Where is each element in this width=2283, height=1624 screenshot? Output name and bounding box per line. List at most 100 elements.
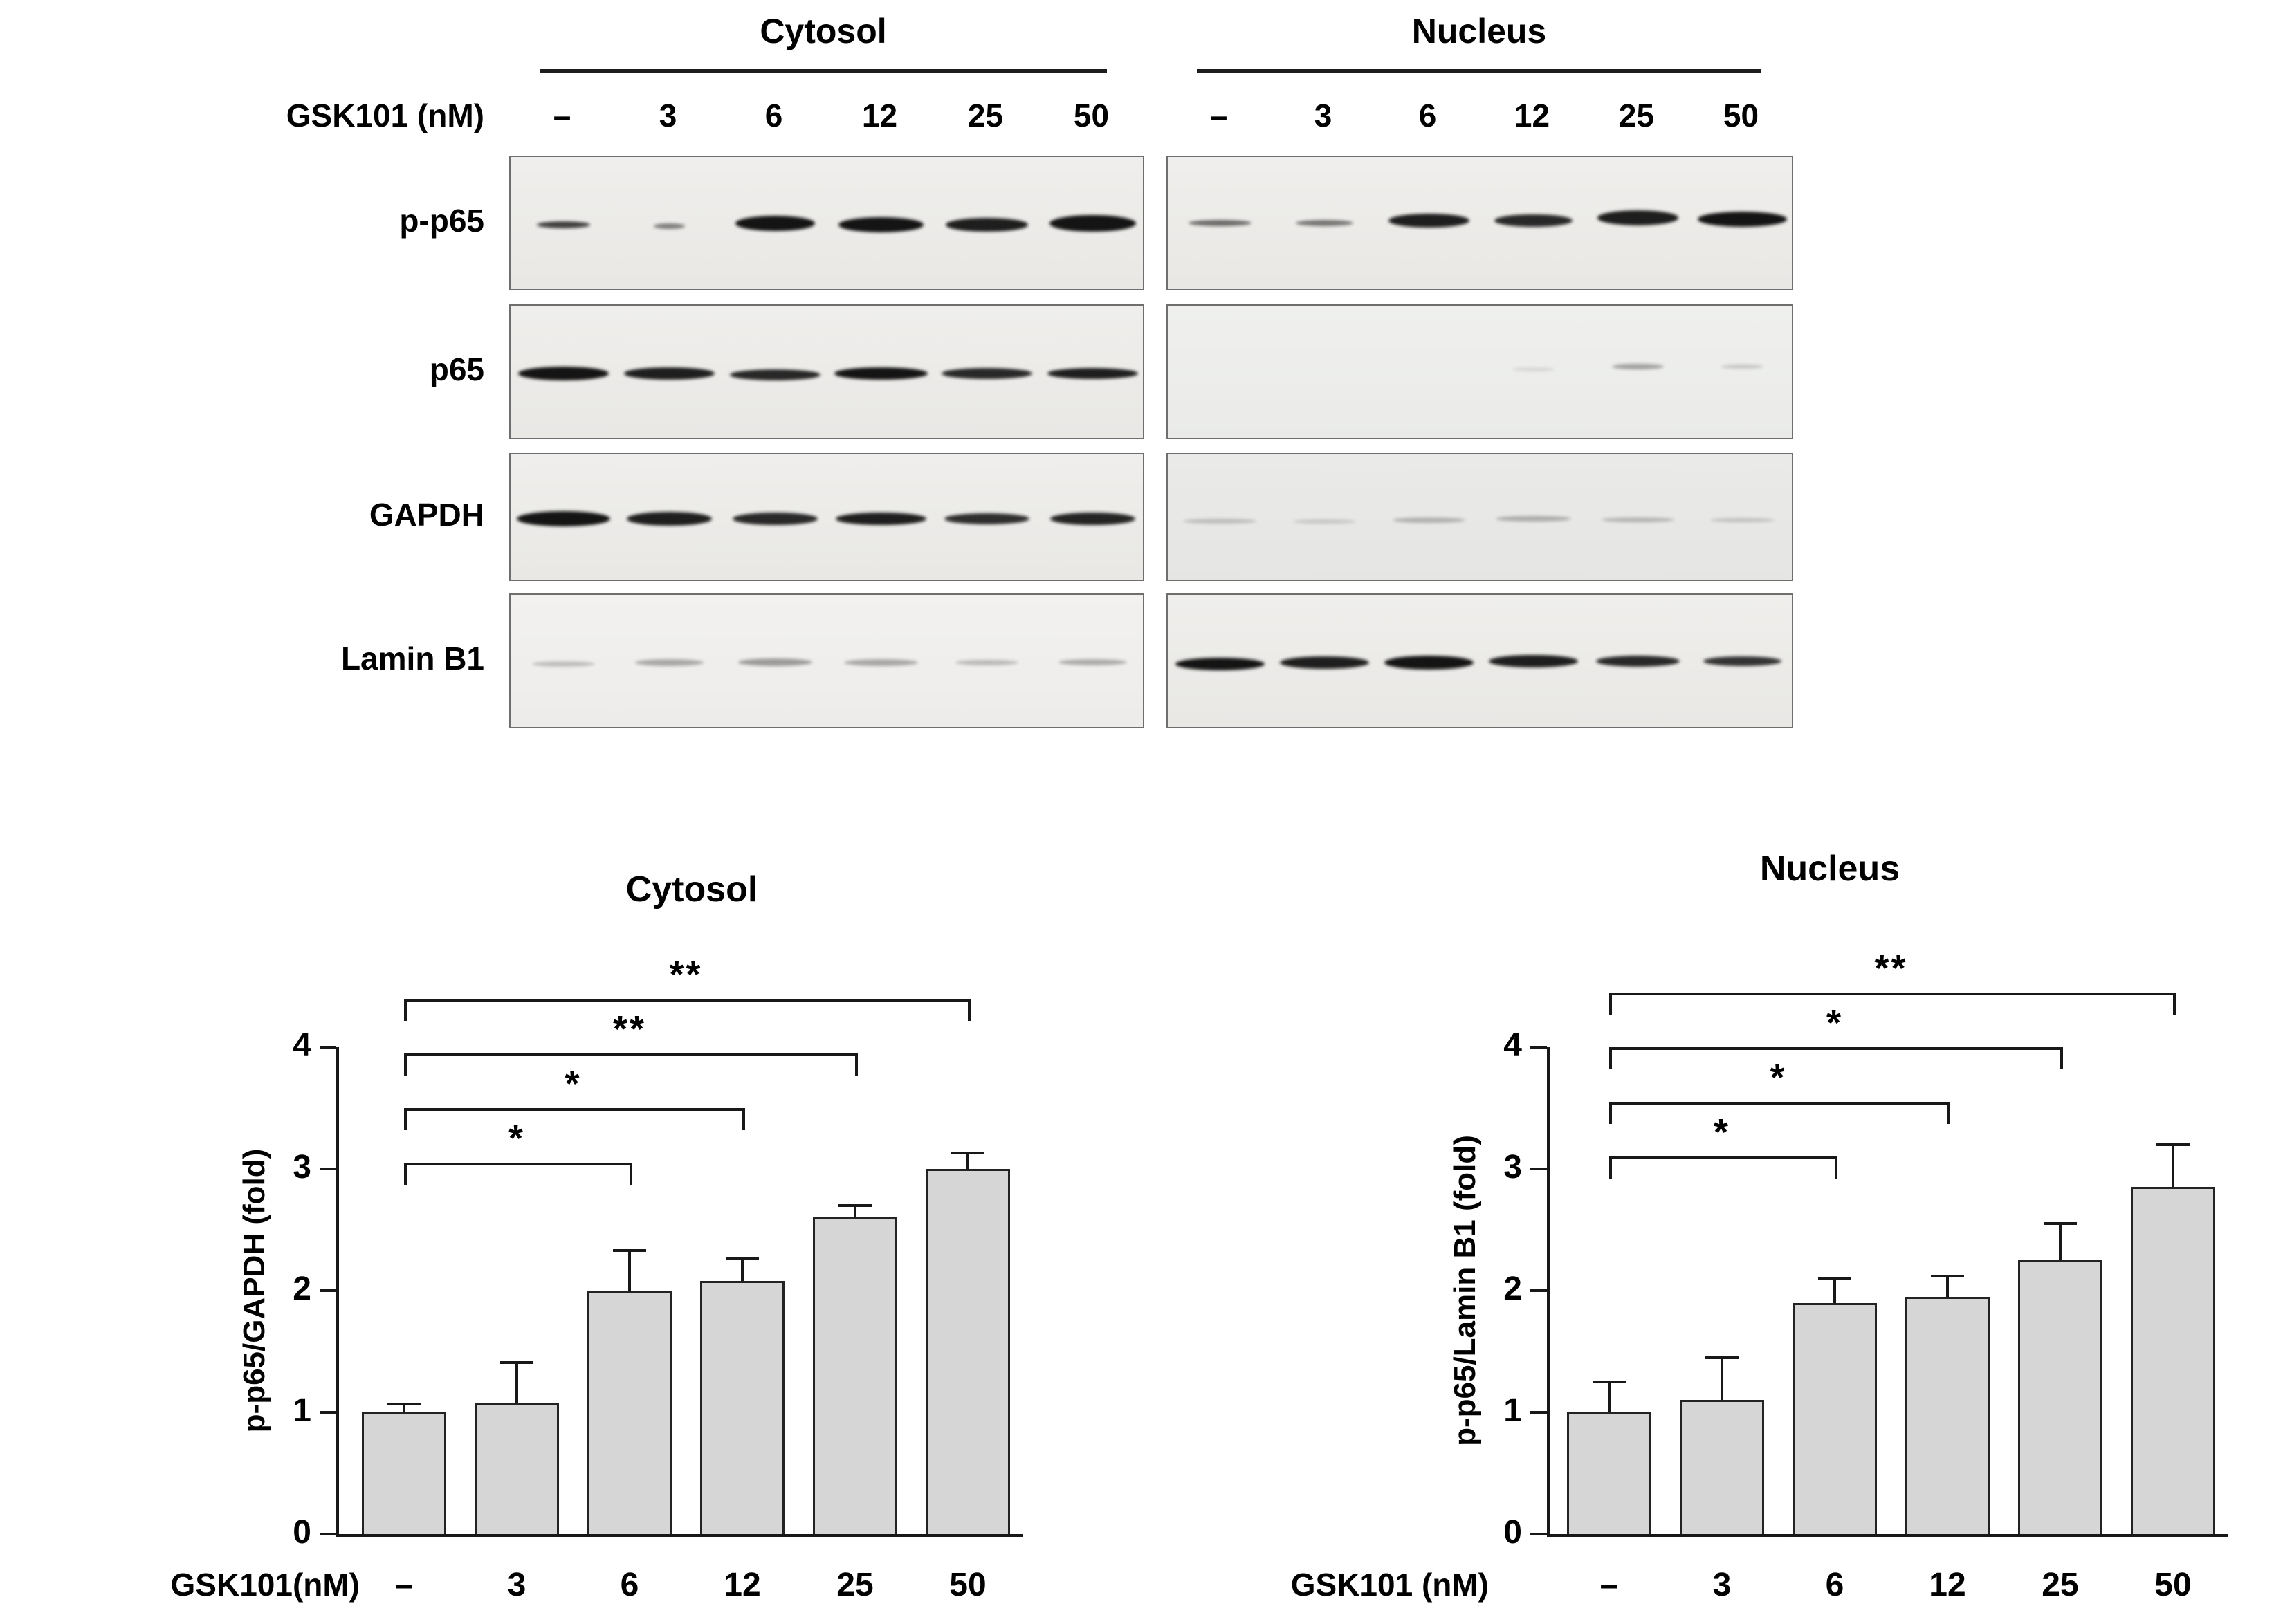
blot-group-header-nucleus: Nucleus xyxy=(1411,12,1547,50)
blot-panel-gapdh-cytosol xyxy=(509,453,1144,581)
blot-group-header-cytosol: Cytosol xyxy=(760,12,887,50)
blot-band xyxy=(624,367,715,380)
cytosol-significance-bracket-end xyxy=(404,1165,407,1185)
blot-band xyxy=(838,216,924,232)
blot-band xyxy=(1512,367,1555,371)
dose-label-cytosol-4: 12 xyxy=(861,98,898,133)
nucleus-significance-bracket-end xyxy=(1609,1105,1612,1125)
nucleus-x-tick-label: 3 xyxy=(1712,1567,1732,1603)
nucleus-error-bar-cap xyxy=(2044,1222,2077,1226)
cytosol-error-bar xyxy=(628,1250,631,1291)
nucleus-significance-bracket-end xyxy=(1609,1159,1612,1179)
cytosol-x-tick-label: – xyxy=(394,1567,414,1603)
cytosol-y-tick-label: 3 xyxy=(293,1149,311,1185)
cytosol-x-axis xyxy=(336,1534,1023,1537)
nucleus-significance-bracket xyxy=(1609,1047,2063,1050)
nucleus-y-tick-label: 3 xyxy=(1503,1149,1522,1185)
cytosol-error-bar-cap xyxy=(500,1360,533,1364)
nucleus-bar-50 xyxy=(2131,1187,2215,1534)
cytosol-x-axis-label: GSK101(nM) xyxy=(170,1567,360,1603)
blot-band xyxy=(1601,517,1675,522)
nucleus-bar-– xyxy=(1567,1412,1651,1534)
blot-band xyxy=(1698,211,1787,227)
cytosol-error-bar xyxy=(515,1362,518,1403)
blot-band xyxy=(518,366,609,380)
blot-panel-p65-nucleus xyxy=(1166,304,1793,439)
nucleus-significance-bracket-end xyxy=(1835,1159,1837,1179)
nucleus-x-tick-label: 6 xyxy=(1825,1567,1844,1603)
blot-band xyxy=(944,513,1029,524)
blot-row-label-lamin-b1: Lamin B1 xyxy=(340,640,484,676)
nucleus-significance-label: * xyxy=(1770,1057,1787,1099)
nucleus-error-bar xyxy=(1833,1278,1836,1303)
nucleus-significance-label: * xyxy=(1826,1002,1843,1044)
cytosol-bar-3 xyxy=(475,1402,559,1534)
cytosol-significance-bracket xyxy=(404,1108,745,1111)
nucleus-x-tick-label: 50 xyxy=(2154,1567,2192,1603)
nucleus-y-axis xyxy=(1547,1047,1550,1534)
nucleus-y-tick xyxy=(1530,1411,1547,1414)
blot-band xyxy=(1047,367,1138,379)
blot-band xyxy=(1611,363,1665,369)
blot-band xyxy=(1703,656,1782,666)
blot-band xyxy=(942,367,1032,379)
cytosol-y-tick-label: 4 xyxy=(293,1027,311,1064)
blot-band xyxy=(1183,519,1257,524)
cytosol-significance-label: * xyxy=(565,1063,582,1105)
cytosol-significance-bracket-end xyxy=(404,1111,407,1130)
cytosol-error-bar-cap xyxy=(613,1248,646,1252)
dose-label-nucleus-6: 50 xyxy=(1723,98,1759,133)
nucleus-significance-bracket-end xyxy=(1609,995,1612,1015)
nucleus-bar-25 xyxy=(2018,1260,2102,1534)
blot-band xyxy=(1388,213,1470,228)
cytosol-significance-bracket-end xyxy=(855,1055,858,1076)
dose-label-nucleus-3: 6 xyxy=(1418,98,1437,133)
blot-band xyxy=(1384,655,1474,670)
blot-band xyxy=(836,512,926,525)
blot-band xyxy=(733,512,818,525)
blot-panel-p65-cytosol xyxy=(509,304,1144,439)
nucleus-error-bar-cap xyxy=(1593,1381,1626,1383)
nucleus-error-bar xyxy=(1608,1382,1611,1412)
cytosol-error-bar xyxy=(854,1205,856,1218)
blot-band xyxy=(517,510,610,526)
blot-band xyxy=(1058,659,1128,665)
nucleus-x-axis xyxy=(1547,1534,2228,1537)
blot-band xyxy=(843,658,919,666)
dose-label-cytosol-2: 3 xyxy=(659,98,677,133)
blot-band xyxy=(1721,364,1763,369)
nucleus-bar-3 xyxy=(1680,1400,1764,1534)
cytosol-x-tick-label: 50 xyxy=(949,1567,987,1603)
nucleus-x-axis-label: GSK101 (nM) xyxy=(1290,1567,1489,1603)
nucleus-error-bar xyxy=(2172,1144,2174,1188)
nucleus-significance-bracket-end xyxy=(1947,1105,1950,1125)
cytosol-significance-bracket xyxy=(404,1053,858,1056)
cytosol-error-bar-cap xyxy=(726,1257,759,1261)
nucleus-significance-bracket xyxy=(1609,992,2176,995)
nucleus-error-bar-cap xyxy=(1931,1274,1964,1277)
cytosol-bar-50 xyxy=(926,1169,1010,1534)
nucleus-header-underline xyxy=(1197,69,1761,73)
cytosol-header-underline xyxy=(540,69,1107,73)
cytosol-error-bar xyxy=(966,1153,969,1169)
nucleus-x-tick-label: 25 xyxy=(2042,1567,2079,1603)
cytosol-y-tick xyxy=(320,1168,336,1170)
dose-label-cytosol-6: 50 xyxy=(1073,98,1110,133)
cytosol-y-tick-label: 2 xyxy=(293,1271,311,1307)
blot-band xyxy=(634,658,704,666)
nucleus-x-tick-label: 12 xyxy=(1929,1567,1966,1603)
nucleus-significance-label: * xyxy=(1713,1111,1730,1154)
dose-label-nucleus-5: 25 xyxy=(1618,98,1655,133)
cytosol-bar-12 xyxy=(700,1280,785,1534)
cytosol-significance-bracket-end xyxy=(404,1001,407,1021)
cytosol-significance-bracket-end xyxy=(404,1055,407,1076)
cytosol-y-tick xyxy=(320,1411,336,1414)
cytosol-y-axis xyxy=(336,1047,339,1534)
cytosol-y-tick xyxy=(320,1289,336,1292)
nucleus-y-tick-label: 2 xyxy=(1503,1271,1522,1307)
blot-band xyxy=(730,369,820,380)
blot-band xyxy=(1489,654,1578,667)
nucleus-y-tick xyxy=(1530,1533,1547,1535)
dose-label-nucleus-1: – xyxy=(1209,98,1228,133)
blot-band xyxy=(1496,515,1571,522)
